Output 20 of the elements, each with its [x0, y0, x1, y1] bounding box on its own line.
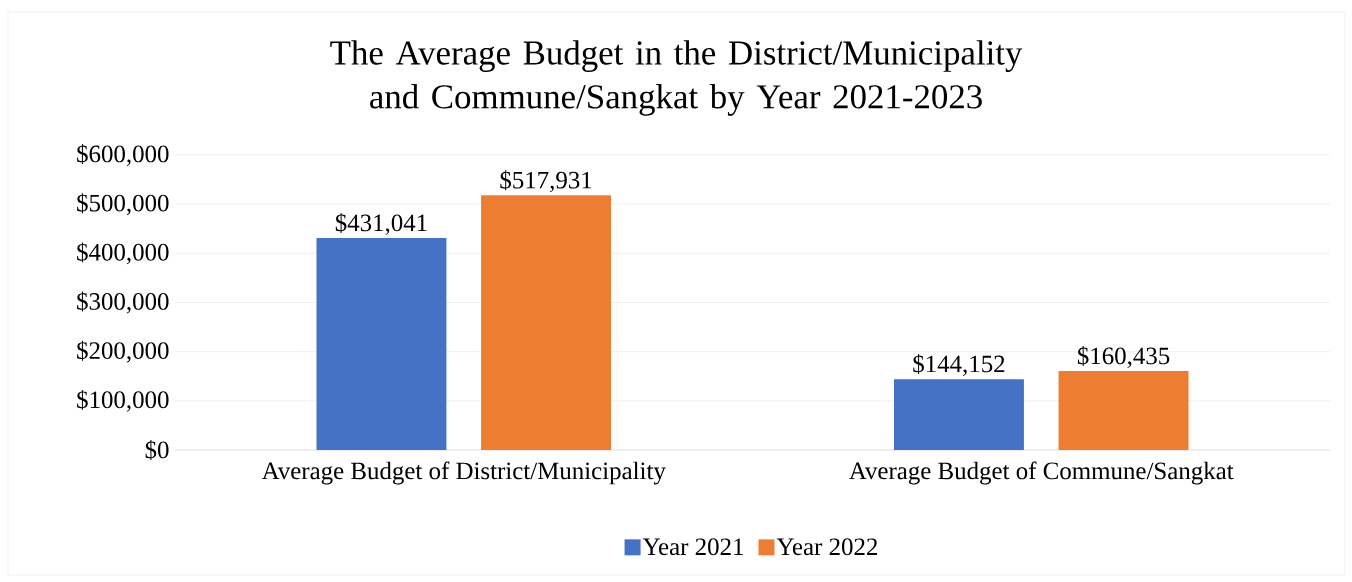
data-label: $160,435	[1077, 346, 1170, 368]
y-tick-label: $0	[145, 440, 169, 460]
legend-label: Year 2021	[642, 538, 743, 556]
bar	[481, 195, 612, 450]
x-tick-label: Average Budget of District/Municipality	[261, 461, 666, 485]
data-label: $517,931	[500, 170, 592, 193]
x-tick-label: Average Budget of Commune/Sangkat	[849, 461, 1234, 485]
bar	[893, 379, 1024, 450]
bar	[316, 238, 447, 450]
y-tick-label: $500,000	[77, 193, 169, 216]
y-tick-label: $300,000	[77, 291, 169, 314]
bar	[1058, 371, 1189, 450]
data-label: $431,041	[335, 213, 427, 235]
y-tick-label: $200,000	[77, 340, 169, 363]
y-tick-label: $400,000	[77, 242, 169, 265]
chart-title: The Average Budget in the District/Municipality and Commune/Sangkat by Year 2021-2023	[330, 40, 1023, 116]
y-tick-label: $600,000	[77, 144, 169, 166]
y-tick-label: $100,000	[77, 389, 169, 412]
legend-label: Year 2022	[776, 538, 878, 556]
data-label: $144,152	[913, 354, 1005, 376]
